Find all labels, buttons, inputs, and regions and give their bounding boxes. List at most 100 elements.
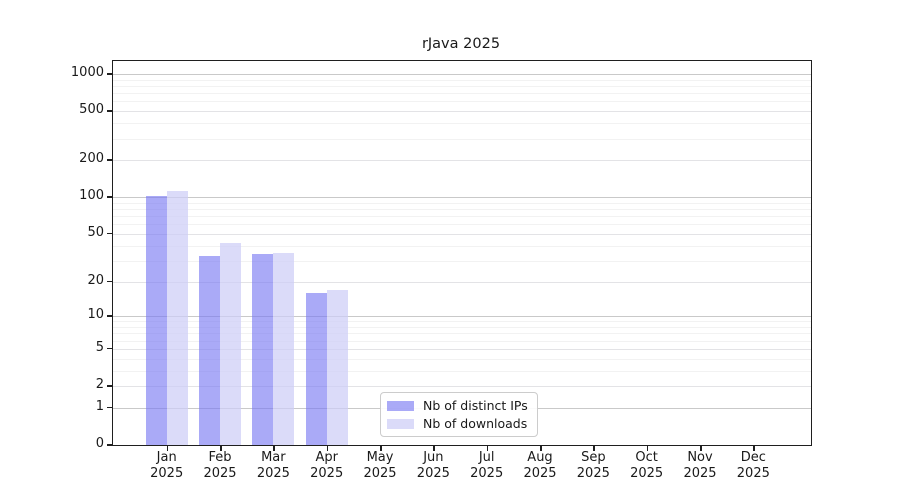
y-tick-label: 20 xyxy=(87,272,104,288)
x-tick-line: Jan xyxy=(156,450,177,465)
x-tick-line: 2025 xyxy=(470,465,504,481)
y-tick-mark xyxy=(107,159,112,161)
legend: Nb of distinct IPs Nb of downloads xyxy=(380,392,538,437)
bar-distinct-ips xyxy=(305,292,327,445)
x-tick-line: 2025 xyxy=(310,465,344,481)
y-tick-label: 200 xyxy=(79,151,104,167)
x-tick-label: Jun 2025 xyxy=(403,450,463,481)
y-tick-label: 0 xyxy=(95,436,104,451)
y-tick-mark xyxy=(107,110,112,112)
x-tick-line: Apr xyxy=(315,450,338,465)
chart-title: rJava 2025 xyxy=(421,36,501,52)
x-tick-mark xyxy=(753,445,755,451)
y-tick-label: 1000 xyxy=(70,65,104,80)
legend-item-downloads: Nb of downloads xyxy=(387,416,528,431)
y-gridline-minor xyxy=(113,260,811,262)
x-tick-label: Apr 2025 xyxy=(297,450,357,481)
x-tick-label: Feb 2025 xyxy=(190,450,250,481)
y-tick-label: 2 xyxy=(95,377,104,392)
x-tick-label: Dec 2025 xyxy=(723,450,783,481)
y-gridline-minor xyxy=(113,123,811,125)
x-tick-mark xyxy=(540,445,542,451)
y-tick-label: 10 xyxy=(87,307,104,323)
y-gridline-minor xyxy=(113,101,811,103)
y-gridline xyxy=(113,111,811,113)
x-tick-line: Sep xyxy=(581,450,606,465)
y-tick-label: 50 xyxy=(87,224,104,240)
x-tick-mark xyxy=(380,445,382,451)
x-tick-label: Mar 2025 xyxy=(243,450,303,481)
y-gridline xyxy=(113,386,811,387)
x-tick-line: 2025 xyxy=(523,465,557,481)
x-tick-line: 2025 xyxy=(363,465,397,481)
y-tick-mark xyxy=(107,347,112,350)
y-gridline-minor xyxy=(113,138,811,140)
x-tick-line: May xyxy=(366,450,394,465)
y-tick-label: 1 xyxy=(95,398,104,414)
y-gridline-minor xyxy=(113,358,811,360)
x-tick-line: Oct xyxy=(635,450,658,465)
x-tick-line: 2025 xyxy=(416,465,450,481)
x-tick-mark xyxy=(273,445,275,451)
y-gridline-minor xyxy=(113,216,811,218)
legend-item-distinct-ips: Nb of distinct IPs xyxy=(387,398,528,413)
y-gridline-minor xyxy=(113,333,811,335)
x-tick-label: Jul 2025 xyxy=(457,450,517,481)
y-tick-label: 500 xyxy=(79,102,104,118)
y-gridline-minor xyxy=(113,245,811,247)
y-tick-mark xyxy=(107,444,112,446)
y-gridline-minor xyxy=(113,85,811,87)
y-gridline-major xyxy=(113,197,811,199)
y-tick-mark xyxy=(107,232,112,235)
x-tick-mark xyxy=(220,445,222,451)
legend-label: Nb of distinct IPs xyxy=(423,398,528,413)
y-tick-mark xyxy=(107,315,112,317)
y-tick-mark xyxy=(107,280,112,282)
y-gridline-minor xyxy=(113,202,811,204)
y-gridline xyxy=(113,160,811,162)
bar-downloads xyxy=(273,252,295,445)
bar-distinct-ips xyxy=(252,254,274,445)
y-gridline-minor xyxy=(113,224,811,226)
y-tick-label: 5 xyxy=(95,339,104,355)
y-gridline-minor xyxy=(113,79,811,81)
x-tick-line: 2025 xyxy=(630,465,664,481)
x-tick-label: Sep 2025 xyxy=(563,450,623,481)
x-tick-line: Jun xyxy=(423,450,444,465)
x-tick-line: 2025 xyxy=(683,465,717,481)
x-tick-line: Nov xyxy=(687,450,713,465)
y-gridline xyxy=(113,348,811,350)
y-gridline-minor xyxy=(113,321,811,323)
legend-swatch xyxy=(387,418,414,429)
y-gridline xyxy=(113,281,811,283)
x-tick-mark xyxy=(646,445,649,451)
x-tick-line: Mar xyxy=(261,450,286,465)
y-gridline xyxy=(113,233,811,235)
x-tick-line: Dec xyxy=(740,450,766,465)
bar-distinct-ips xyxy=(145,196,167,445)
x-tick-line: 2025 xyxy=(736,465,770,481)
y-tick-mark xyxy=(107,385,112,387)
x-tick-mark xyxy=(486,445,489,451)
legend-label: Nb of downloads xyxy=(423,416,528,431)
y-gridline-minor xyxy=(113,93,811,95)
bar-downloads xyxy=(220,243,242,445)
x-tick-mark xyxy=(433,445,435,451)
x-tick-line: Aug xyxy=(527,450,553,465)
y-tick-mark xyxy=(107,196,112,198)
x-tick-line: 2025 xyxy=(256,465,290,481)
plot-area xyxy=(112,60,812,446)
x-tick-line: Feb xyxy=(208,450,232,465)
bar-downloads xyxy=(166,191,188,445)
y-gridline-major xyxy=(113,316,811,318)
y-gridline-minor xyxy=(113,340,811,342)
x-tick-label: Oct 2025 xyxy=(617,450,677,481)
x-tick-label: Nov 2025 xyxy=(670,450,730,481)
y-gridline-minor xyxy=(113,209,811,211)
x-tick-label: Aug 2025 xyxy=(510,450,570,481)
bar-downloads xyxy=(326,289,348,445)
y-gridline-minor xyxy=(113,370,811,372)
x-tick-label: Jan 2025 xyxy=(137,450,197,481)
y-tick-mark xyxy=(107,73,112,75)
